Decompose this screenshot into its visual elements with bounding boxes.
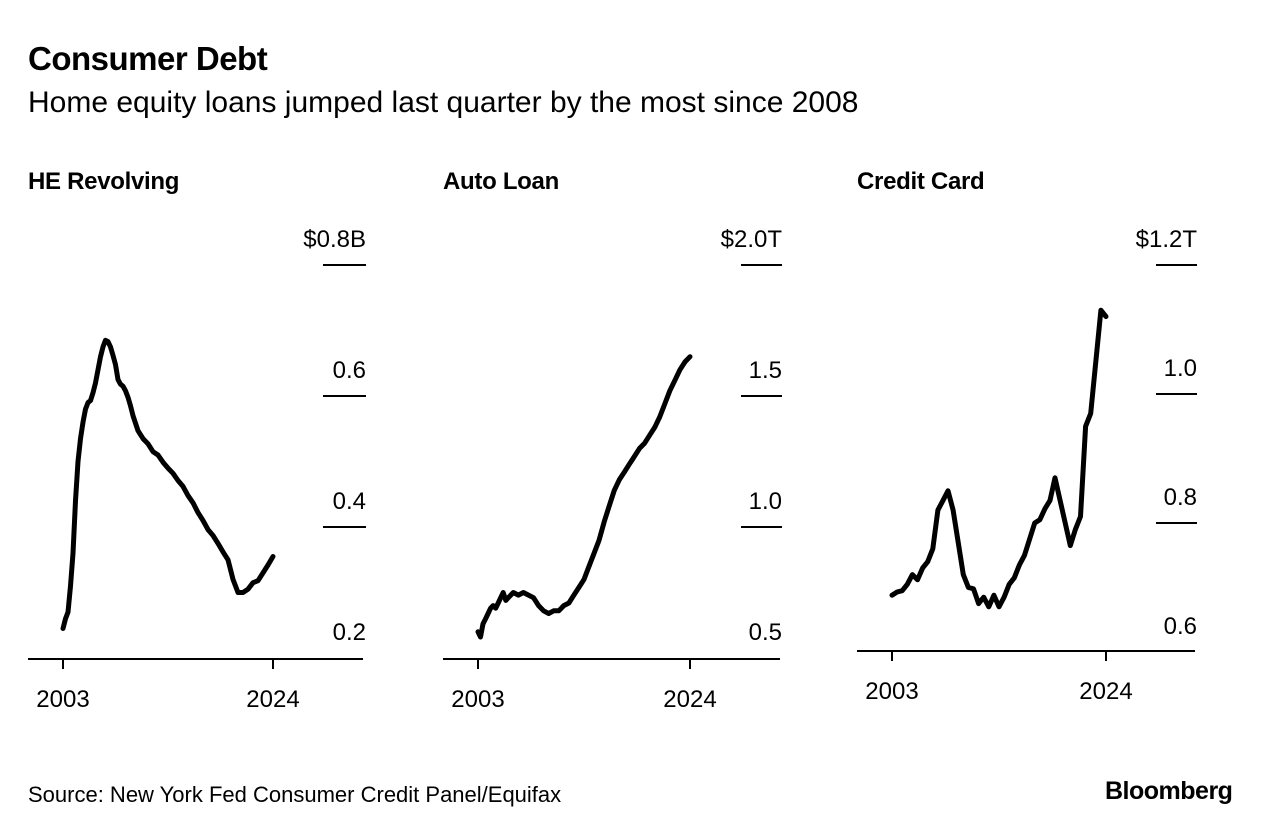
credit-card-ytick-label-1: 0.8 — [1164, 484, 1197, 511]
auto-loan-series-line — [475, 354, 693, 640]
he-revolving-xtick-label-1: 2024 — [246, 686, 299, 713]
he-revolving-ytick-label-3: $0.8B — [303, 226, 366, 253]
auto-loan-ytick-label-2: 1.5 — [749, 357, 782, 384]
auto-loan-ytick-label-0: 0.5 — [749, 619, 782, 646]
credit-card-xtick-label-0: 2003 — [865, 678, 918, 705]
auto-loan-xtick-label-1: 2024 — [663, 686, 716, 713]
chart-subtitle: Home equity loans jumped last quarter by… — [28, 86, 859, 119]
chart-title: Consumer Debt — [28, 40, 268, 77]
panel-title-credit-card: Credit Card — [857, 168, 985, 195]
he-revolving-xtick-label-0: 2003 — [36, 686, 89, 713]
he-revolving-ytick-label-1: 0.4 — [333, 488, 366, 515]
source-note: Source: New York Fed Consumer Credit Pan… — [28, 782, 562, 807]
auto-loan-ytick-label-3: $2.0T — [721, 226, 783, 253]
bloomberg-logo: Bloomberg — [1105, 777, 1233, 805]
credit-card-ytick-label-2: 1.0 — [1164, 355, 1197, 382]
credit-card-xtick-label-1: 2024 — [1079, 678, 1132, 705]
auto-loan-ytick-label-1: 1.0 — [749, 488, 782, 515]
credit-card-ytick-label-0: 0.6 — [1164, 613, 1197, 640]
he-revolving-series-line — [60, 337, 276, 631]
panel-title-auto-loan: Auto Loan — [443, 168, 559, 195]
panel-title-he-revolving: HE Revolving — [28, 168, 180, 195]
he-revolving-ytick-label-2: 0.6 — [333, 357, 366, 384]
he-revolving-ytick-label-0: 0.2 — [333, 619, 366, 646]
credit-card-ytick-label-3: $1.2T — [1136, 226, 1198, 253]
auto-loan-xtick-label-0: 2003 — [451, 686, 504, 713]
credit-card-series-line — [889, 307, 1109, 610]
